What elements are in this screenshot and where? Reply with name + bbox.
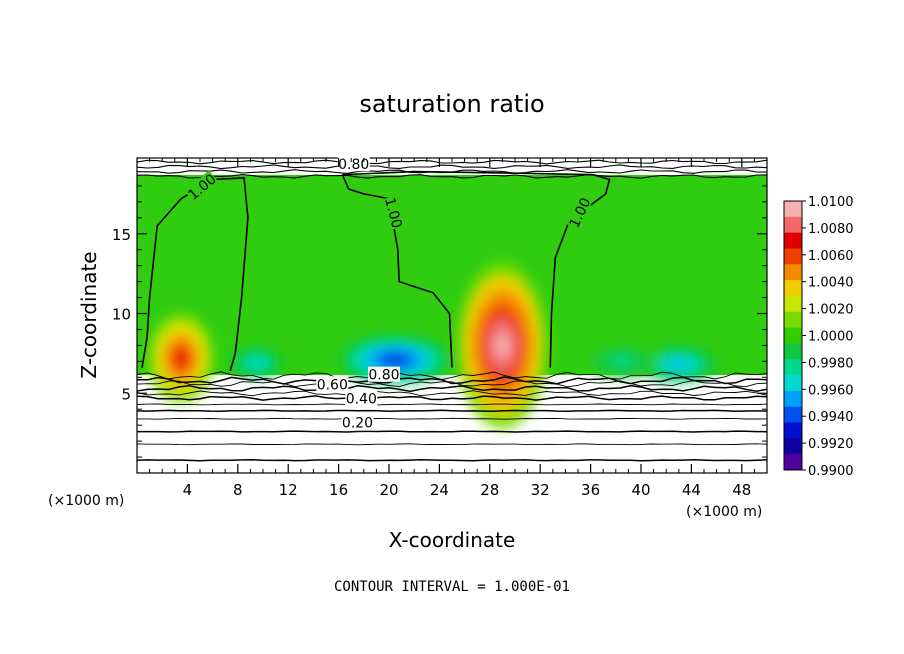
blob-ring xyxy=(252,360,261,366)
x-tick-label: 28 xyxy=(480,481,499,499)
anomaly-blob xyxy=(586,345,658,378)
contour-label-bg xyxy=(367,366,400,382)
contour-line xyxy=(137,409,767,413)
blob-ring xyxy=(672,361,686,368)
contour-line xyxy=(137,417,767,420)
contour-label-bg xyxy=(382,195,406,231)
contour-line-top xyxy=(137,173,767,179)
colorbar-swatch xyxy=(784,201,802,218)
blob-ring xyxy=(386,355,405,364)
colorbar-swatch xyxy=(784,311,802,329)
contour-line xyxy=(137,390,767,397)
x-tick-label: 12 xyxy=(279,481,298,499)
colorbar-swatch xyxy=(784,454,802,471)
contour-line-top xyxy=(137,159,767,165)
x-tick-label: 24 xyxy=(430,481,449,499)
x-tick-label: 36 xyxy=(581,481,600,499)
colorbar: 1.0100 1.0080 1.0060 1.0040 1.0020 1.0000 0.99… xyxy=(783,195,854,479)
contour-line-1-00 xyxy=(341,174,453,368)
contour-label-bg xyxy=(341,414,374,430)
colorbar-swatch xyxy=(784,422,802,439)
x-tick-label: 4 xyxy=(183,481,193,499)
contour-label-bg xyxy=(565,194,593,231)
y-tick-label: 15 xyxy=(112,226,131,244)
colorbar-swatch xyxy=(784,406,802,424)
colorbar-swatch xyxy=(784,216,802,234)
x-tick-label: 32 xyxy=(531,481,550,499)
y-tick-label: 5 xyxy=(121,385,131,403)
chart-title: saturation ratio xyxy=(359,90,544,118)
plot-area xyxy=(137,158,767,473)
contour-line xyxy=(137,403,767,406)
y-unit-label: (×1000 m) xyxy=(48,493,124,509)
colorbar-label: 0.9980 xyxy=(808,356,854,371)
colorbar-label: 1.0060 xyxy=(808,249,854,264)
contour-label: 0.40 xyxy=(346,392,377,408)
contour-label: 0.60 xyxy=(317,377,348,393)
contour-line xyxy=(137,395,767,401)
contour-line-1-00 xyxy=(342,170,611,368)
x-tick-label: 40 xyxy=(631,481,650,499)
x-tick-label: 20 xyxy=(379,481,398,499)
colorbar-label: 1.0000 xyxy=(808,330,854,345)
contour-line-top xyxy=(137,164,767,170)
contour-label-bg xyxy=(316,376,349,392)
contour-line xyxy=(137,379,767,388)
colorbar-label: 1.0100 xyxy=(808,195,854,210)
contour-interval-note: CONTOUR INTERVAL = 1.000E-01 xyxy=(334,579,570,595)
blob-ring xyxy=(494,331,510,360)
contour-label: 1.00 xyxy=(381,196,405,230)
contour-label-bg xyxy=(184,170,219,203)
colorbar-swatch xyxy=(784,359,802,376)
blob-ring xyxy=(175,350,187,366)
colorbar-swatch xyxy=(784,343,802,360)
colorbar-label: 1.0080 xyxy=(808,222,854,237)
y-axis-label: Z-coordinate xyxy=(77,251,101,378)
x-tick-label: 48 xyxy=(732,481,751,499)
contour-label-bg xyxy=(337,156,370,172)
x-axis-label: X-coordinate xyxy=(389,528,516,552)
contour-label: 0.80 xyxy=(368,368,399,384)
contour-label-bg xyxy=(345,390,378,406)
colorbar-swatch xyxy=(784,438,802,455)
colorbar-swatch xyxy=(784,390,802,408)
colorbar-swatch xyxy=(784,248,802,265)
x-tick-label: 16 xyxy=(329,481,348,499)
contour-line xyxy=(137,371,767,381)
colorbar-label: 0.9920 xyxy=(808,437,854,452)
colorbar-label: 0.9960 xyxy=(808,383,854,398)
contour-line xyxy=(137,384,767,393)
contour-line xyxy=(137,430,767,433)
colorbar-swatch xyxy=(784,327,802,344)
saturated-field xyxy=(137,175,767,375)
colorbar-label: 0.9900 xyxy=(808,464,854,479)
blob-ring xyxy=(616,358,628,365)
colorbar-label: 1.0040 xyxy=(808,276,854,291)
contour-line xyxy=(137,459,767,462)
anomaly-blob xyxy=(457,262,548,429)
colorbar-swatch xyxy=(784,264,802,281)
contour-label: 0.20 xyxy=(342,416,373,432)
colorbar-label: 0.9940 xyxy=(808,410,854,425)
y-tick-label: 10 xyxy=(112,306,131,324)
colorbar-swatch xyxy=(784,295,802,313)
colorbar-label: 1.0020 xyxy=(808,303,854,318)
colorbar-swatch xyxy=(784,280,802,297)
contour-line xyxy=(137,443,767,446)
colorbar-swatch xyxy=(784,232,802,249)
x-tick-label: 44 xyxy=(682,481,701,499)
contour-line xyxy=(137,376,767,385)
x-unit-label: (×1000 m) xyxy=(686,504,762,520)
x-tick-label: 8 xyxy=(233,481,243,499)
colorbar-swatch xyxy=(784,375,802,392)
contour-label: 0.80 xyxy=(338,157,369,173)
anomaly-blob xyxy=(231,348,282,378)
